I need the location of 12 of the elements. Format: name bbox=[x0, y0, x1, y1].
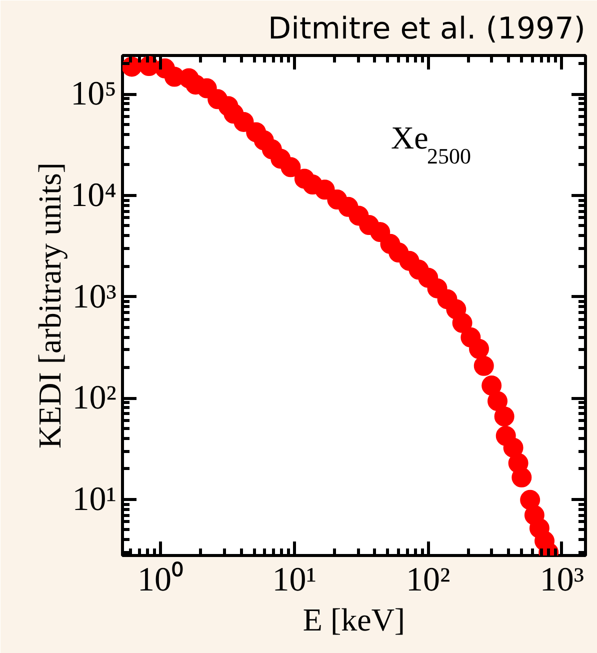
chart-title: Ditmitre et al. (1997) bbox=[268, 12, 586, 46]
y-tick-label: 10⁵ bbox=[70, 76, 117, 113]
y-tick-label: 10⁴ bbox=[70, 176, 117, 214]
y-axis-title: KEDI [arbitrary units] bbox=[32, 162, 68, 449]
x-tick-label: 10¹ bbox=[272, 562, 316, 598]
y-tick-label: 10³ bbox=[72, 278, 117, 316]
x-tick-label: 10⁰ bbox=[138, 562, 184, 598]
x-tick-label: 10³ bbox=[540, 562, 584, 598]
x-tick-label: 10² bbox=[406, 562, 450, 598]
x-axis-title: E [keV] bbox=[302, 602, 406, 638]
y-tick-label: 10¹ bbox=[72, 480, 117, 518]
y-tick-label: 10² bbox=[72, 380, 117, 417]
